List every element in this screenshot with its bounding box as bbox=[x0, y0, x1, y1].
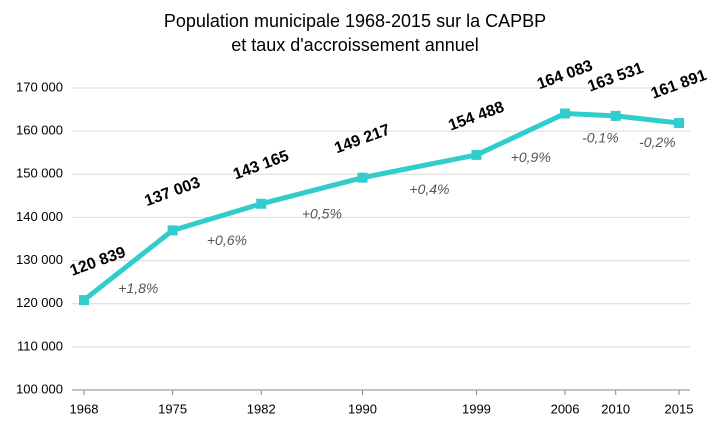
y-tick-label: 140 000 bbox=[16, 209, 63, 224]
data-label: 137 003 bbox=[142, 174, 202, 210]
x-tick-label: 1990 bbox=[348, 401, 377, 416]
marker bbox=[471, 149, 482, 160]
annotation: +0,6% bbox=[207, 232, 247, 248]
line bbox=[82, 111, 680, 303]
x-tick-label: 1982 bbox=[247, 401, 276, 416]
marker bbox=[674, 117, 684, 128]
marker bbox=[167, 225, 178, 236]
data-label: 154 488 bbox=[446, 99, 506, 135]
x-tick-label: 2010 bbox=[601, 401, 630, 416]
x-tick-label: 1999 bbox=[462, 401, 491, 416]
data-label: 143 165 bbox=[231, 148, 291, 184]
data-label: 163 531 bbox=[586, 60, 646, 96]
annotation: +0,5% bbox=[302, 205, 342, 221]
y-tick-label: 170 000 bbox=[16, 79, 63, 94]
annotation: -0,1% bbox=[582, 129, 619, 145]
x-tick-label: 2015 bbox=[665, 401, 694, 416]
y-tick-label: 160 000 bbox=[16, 123, 63, 138]
y-tick-label: 110 000 bbox=[17, 338, 63, 353]
annotation: +0,9% bbox=[511, 149, 551, 165]
x-tick-label: 2006 bbox=[551, 401, 580, 416]
y-tick-label: 100 000 bbox=[16, 381, 63, 396]
y-tick-label: 150 000 bbox=[16, 166, 63, 181]
y-tick-label: 130 000 bbox=[16, 252, 63, 267]
marker bbox=[79, 295, 89, 306]
marker bbox=[357, 172, 368, 183]
chart-title: Population municipale 1968-2015 sur la C… bbox=[164, 11, 546, 31]
annotation: +0,4% bbox=[409, 181, 449, 197]
marker bbox=[560, 108, 571, 119]
x-tick-label: 1975 bbox=[158, 401, 187, 416]
annotation: -0,2% bbox=[639, 134, 676, 150]
y-tick-label: 120 000 bbox=[16, 295, 63, 310]
marker bbox=[256, 198, 267, 209]
x-tick-label: 1968 bbox=[70, 401, 99, 416]
chart-title: et taux d'accroissement annuel bbox=[231, 35, 479, 55]
marker bbox=[610, 110, 621, 121]
data-label: 161 891 bbox=[649, 67, 709, 103]
annotation: +1,8% bbox=[118, 280, 158, 296]
data-label: 149 217 bbox=[332, 121, 392, 157]
